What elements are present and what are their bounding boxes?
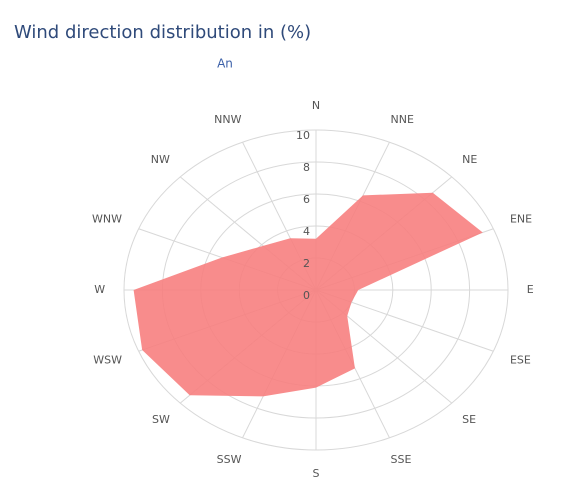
category-label: WSW — [93, 353, 122, 366]
r-tick-label: 2 — [303, 257, 310, 270]
category-label: NNW — [214, 113, 241, 126]
chart-title: Wind direction distribution in (%) — [14, 22, 311, 43]
chart-subtitle: An — [217, 57, 233, 71]
r-tick-label: 8 — [303, 161, 310, 174]
category-label: SSE — [390, 453, 411, 466]
category-label: ESE — [510, 353, 531, 366]
category-label: ENE — [510, 213, 532, 226]
category-label: E — [527, 283, 534, 296]
category-label: W — [94, 283, 105, 296]
category-label: S — [313, 467, 320, 480]
area — [133, 192, 483, 397]
category-label: NE — [462, 153, 477, 166]
category-label: NW — [151, 153, 170, 166]
category-label: N — [312, 99, 320, 112]
category-label: NNE — [390, 113, 413, 126]
category-label: SW — [152, 413, 170, 426]
category-label: WNW — [92, 213, 122, 226]
category-label: SE — [462, 413, 476, 426]
r-tick-label: 0 — [303, 289, 310, 302]
r-tick-label: 6 — [303, 193, 310, 206]
category-label: SSW — [217, 453, 242, 466]
r-tick-label: 10 — [296, 129, 310, 142]
r-tick-label: 4 — [303, 225, 310, 238]
